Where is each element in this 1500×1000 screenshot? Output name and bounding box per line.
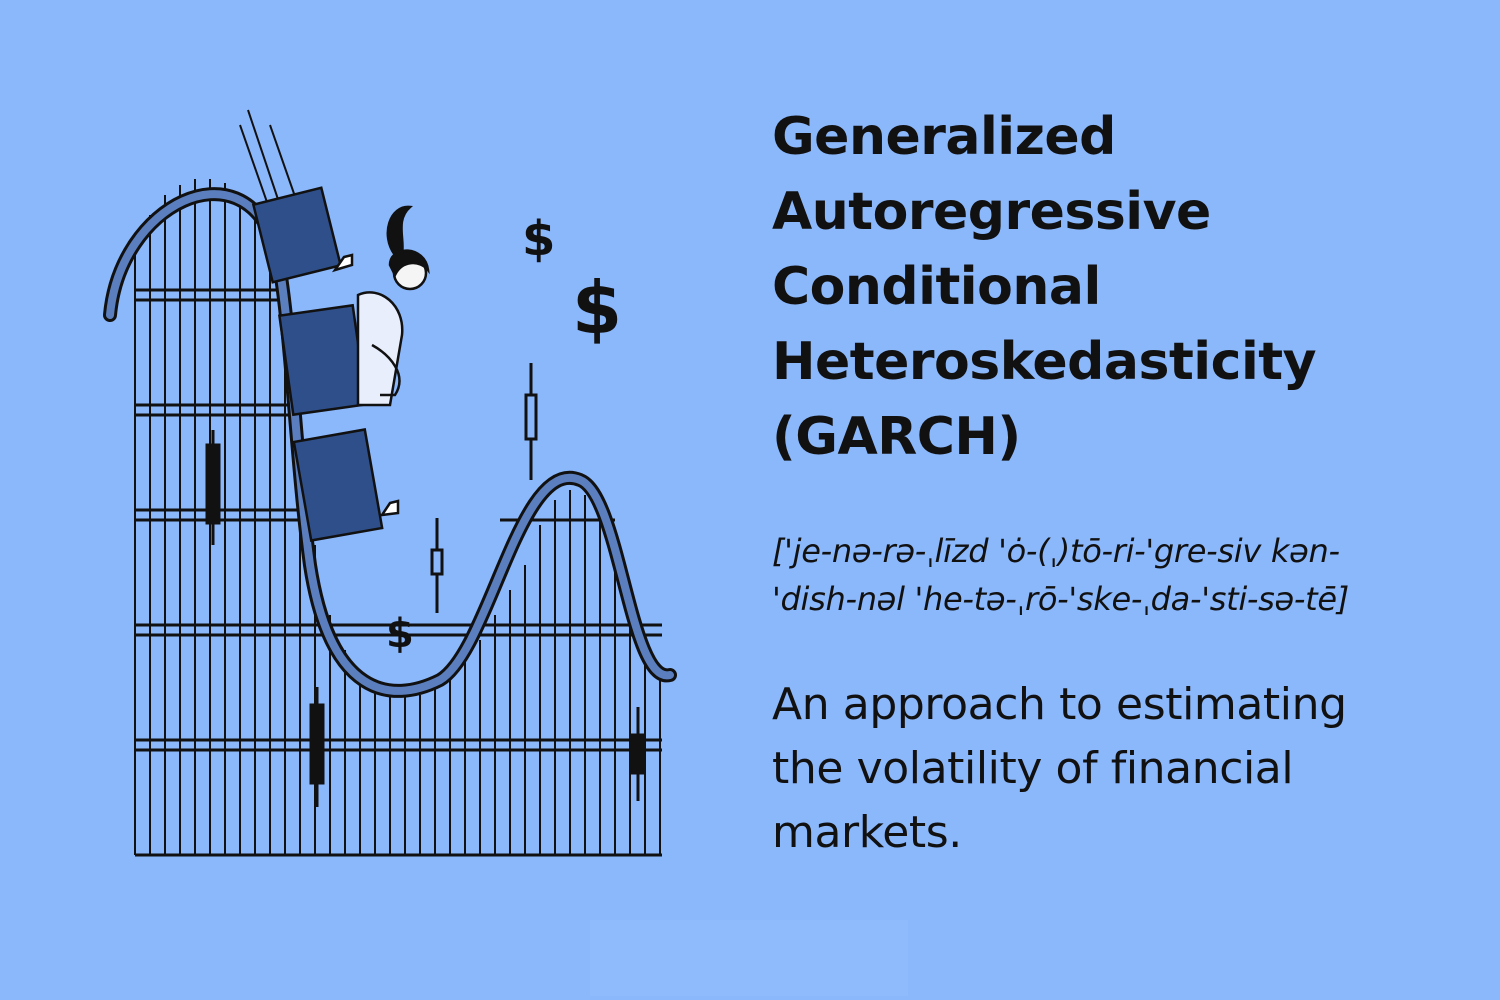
candlestick-icon [430,518,444,613]
term-title-line: Heteroskedasticity [772,332,1317,392]
definition-line: An approach to estimating [772,679,1347,730]
definition-text: An approach to estimating the volatility… [772,673,1472,865]
coaster-car [251,186,343,284]
coaster-car [277,303,369,417]
candlestick-icon [630,707,646,801]
candlestick-icon [205,430,221,545]
term-title-line: Autoregressive [772,182,1211,242]
rider-figure [356,205,430,407]
coaster-track [103,187,677,698]
candlestick-icon [309,687,325,807]
definition-panel: Generalized Autoregressive Conditional H… [772,100,1472,865]
term-title-line: Conditional [772,257,1101,317]
definition-line: markets. [772,807,962,858]
coaster-car [292,428,384,542]
dollar-sign-icon: $ [522,211,555,267]
pronunciation-line: ['je-nə-rə-ˌlīzd 'ȯ-(ˌ)tō-ri-'gre-siv kə… [772,532,1340,570]
pronunciation: ['je-nə-rə-ˌlīzd 'ȯ-(ˌ)tō-ri-'gre-siv kə… [772,527,1472,623]
car-handles [331,253,400,517]
footer-placeholder [590,920,908,996]
roller-coaster-illustration: $ $ $ [90,95,690,875]
term-title-line: (GARCH) [772,407,1021,467]
term-title-line: Generalized [772,107,1116,167]
dollar-sign-icon: $ [572,266,622,350]
term-title: Generalized Autoregressive Conditional H… [772,100,1472,475]
candlesticks [205,363,646,807]
candlestick-icon [524,363,538,480]
coaster-beams [135,288,662,857]
pronunciation-line: 'dish-nəl 'he-tə-ˌrō-'ske-ˌda-'sti-sə-tē… [772,580,1349,618]
definition-line: the volatility of financial [772,743,1294,794]
dollar-sign-icon: $ [386,611,414,657]
dollar-signs: $ $ $ [386,211,622,657]
coaster-cars [251,186,384,542]
